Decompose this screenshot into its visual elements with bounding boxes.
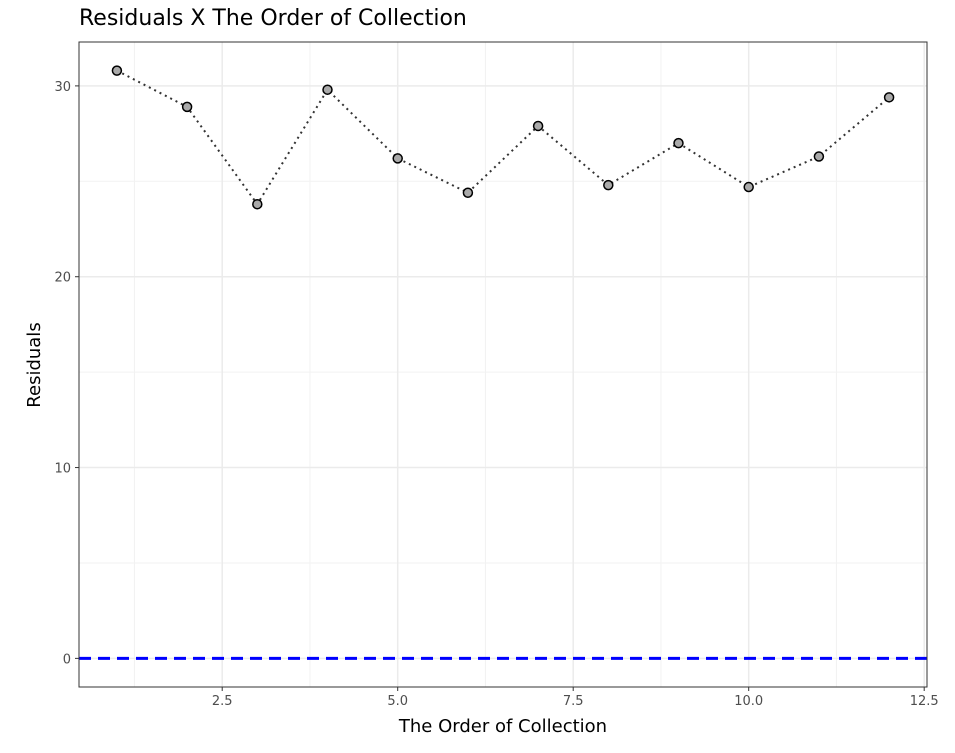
series [111,65,895,210]
data-point [673,137,684,149]
y-tick-label: 10 [54,462,71,477]
x-axis-label: The Order of Collection [398,716,607,737]
x-tick-label: 12.5 [910,694,939,709]
x-tick-label: 2.5 [212,694,233,709]
data-point [532,120,544,132]
x-tick-label: 7.5 [563,694,584,709]
data-point [392,153,403,164]
y-tick-label: 0 [63,652,71,667]
residual-line [116,69,890,207]
x-tick-label: 10.0 [734,694,763,709]
x-tick-label: 5.0 [387,694,408,709]
data-point [743,181,754,193]
y-axis-label: Residuals [24,322,45,407]
data-point [603,179,614,191]
plot-panel-border [78,41,928,688]
data-point [883,92,895,103]
data-point [111,65,123,76]
chart-title: Residuals X The Order of Collection [79,6,467,31]
grid [79,42,927,687]
ticks: 2.5 5.0 7.5 10.0 12.5 0 10 20 30 [54,80,938,709]
data-point [181,101,193,113]
y-tick-label: 30 [54,80,71,95]
data-point [322,84,333,95]
data-point [252,198,263,210]
data-point [813,151,825,162]
y-tick-label: 20 [54,271,71,286]
data-point [462,187,474,199]
